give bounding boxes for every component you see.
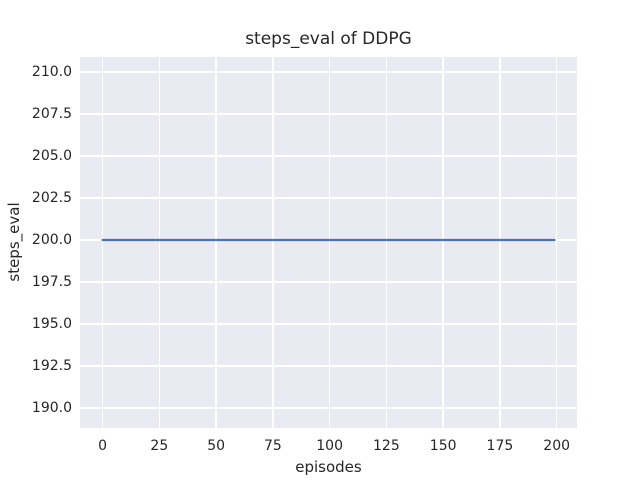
x-tick-label: 100 <box>316 438 343 454</box>
x-tick-label: 25 <box>150 438 169 454</box>
y-axis-label: steps_eval <box>5 202 23 282</box>
line-series-svg <box>101 238 556 242</box>
h-gridline <box>80 365 577 367</box>
v-gridline <box>158 57 161 428</box>
plot-area <box>80 57 577 428</box>
chart-title: steps_eval of DDPG <box>245 29 412 49</box>
y-tick-label: 195.0 <box>31 315 72 332</box>
v-gridline <box>215 57 217 428</box>
x-tick-label: 125 <box>373 438 400 454</box>
h-gridline <box>80 113 577 115</box>
x-tick-label: 150 <box>429 438 457 454</box>
v-gridline <box>442 57 444 428</box>
h-gridline <box>80 155 577 157</box>
v-gridline <box>499 57 501 428</box>
y-tick-label: 200.0 <box>31 231 72 248</box>
y-tick-label: 190.0 <box>31 399 72 416</box>
y-tick-label: 202.5 <box>31 190 72 206</box>
h-gridline <box>80 71 577 73</box>
y-tick-label: 205.0 <box>31 148 72 165</box>
x-tick-label: 50 <box>207 438 226 454</box>
y-tick-label: 192.5 <box>31 357 72 374</box>
h-gridline <box>80 197 577 199</box>
x-tick-label: 200 <box>543 438 571 454</box>
x-tick-label: 0 <box>98 438 108 454</box>
h-gridline <box>80 323 577 325</box>
y-tick-label: 210.0 <box>31 64 72 81</box>
y-tick-label: 197.5 <box>31 273 72 290</box>
x-axis-label: episodes <box>295 458 362 476</box>
v-gridline <box>272 57 274 428</box>
h-gridline <box>80 281 577 283</box>
v-gridline <box>101 57 104 428</box>
x-tick-label: 75 <box>263 438 282 454</box>
v-gridline <box>555 57 558 428</box>
v-gridline <box>385 57 388 428</box>
v-gridline <box>328 57 331 428</box>
h-gridline <box>80 407 577 409</box>
x-tick-label: 175 <box>486 438 514 454</box>
y-tick-label: 207.5 <box>31 106 72 123</box>
